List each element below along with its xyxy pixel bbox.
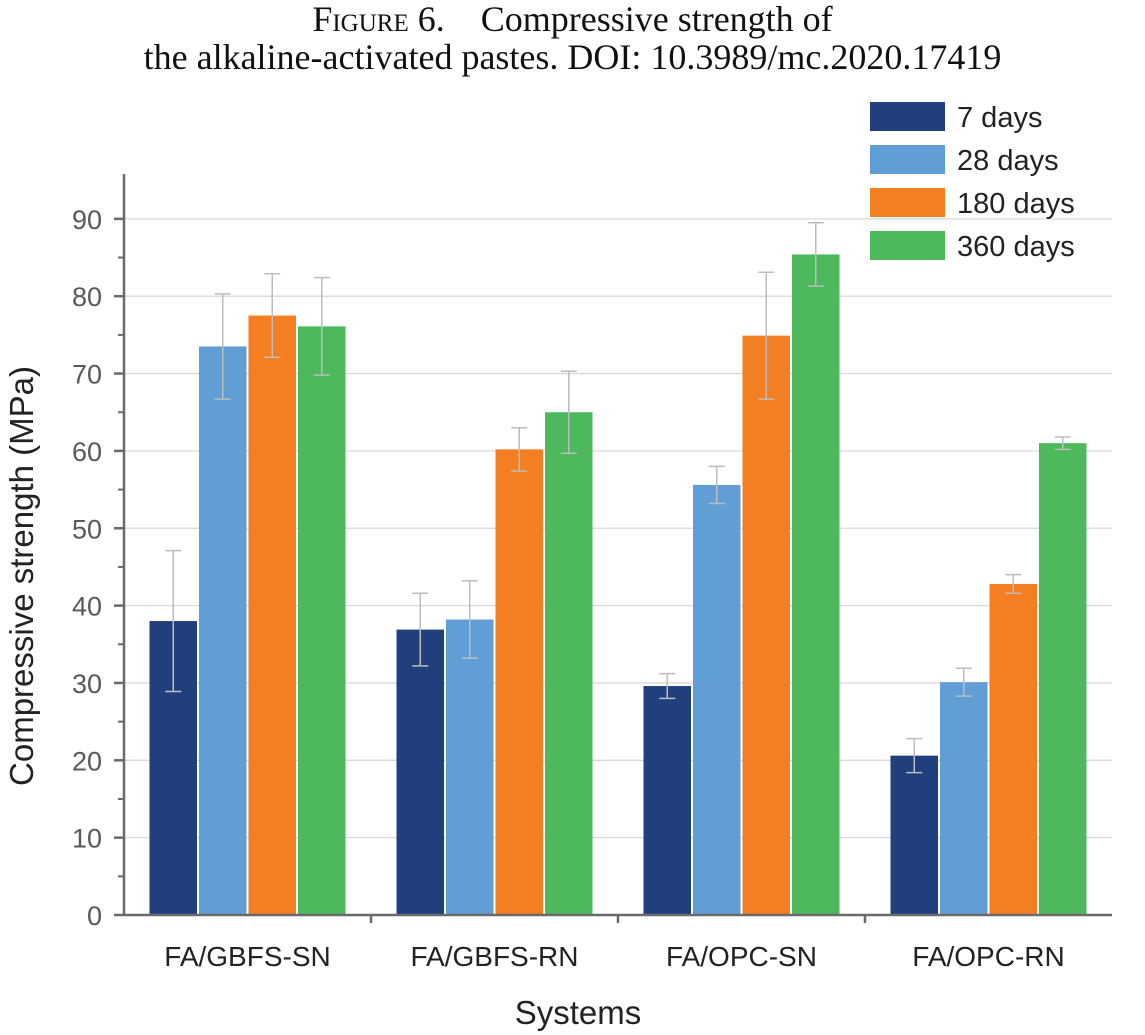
bar — [298, 326, 346, 916]
x-axis-title: Systems — [515, 994, 642, 1031]
legend: 7 days 28 days 180 days 360 days — [870, 102, 1075, 263]
x-tick-label: FA/GBFS-SN — [164, 941, 330, 972]
legend-swatch — [870, 102, 945, 131]
y-axis-title: Compressive strength (MPa) — [3, 366, 40, 786]
bar — [545, 412, 593, 915]
bars — [149, 221, 1087, 916]
y-tick-label: 40 — [72, 592, 102, 622]
bar — [792, 254, 840, 915]
bar — [742, 335, 790, 915]
y-tick-label: 90 — [72, 205, 102, 235]
legend-label: 28 days — [957, 145, 1059, 177]
bar — [495, 449, 543, 915]
bar — [1039, 443, 1087, 915]
y-tick-label: 50 — [72, 514, 102, 544]
x-tick-label: FA/OPC-SN — [666, 941, 817, 972]
legend-label: 180 days — [957, 188, 1075, 220]
caption-title-part-1: Compressive strength of — [480, 0, 833, 39]
x-tick-label: FA/OPC-RN — [912, 941, 1064, 972]
y-tick-label: 20 — [72, 746, 102, 776]
y-tick-label: 60 — [72, 437, 102, 467]
bar — [446, 619, 494, 915]
x-tick-label: FA/GBFS-RN — [410, 941, 578, 972]
legend-swatch — [870, 145, 945, 174]
y-tick-label: 70 — [72, 360, 102, 390]
y-tick-label: 10 — [72, 824, 102, 854]
bar — [989, 583, 1037, 915]
bar — [248, 315, 296, 916]
caption-line-1: Figure 6. Compressive strength of — [0, 0, 1145, 38]
legend-swatch — [870, 188, 945, 217]
axes: 0 10 20 30 40 50 60 70 80 90 FA/GBFS-SN FA/GBFS-RN F… — [72, 174, 1112, 972]
legend-label: 7 days — [957, 102, 1042, 134]
legend-label: 360 days — [957, 231, 1075, 263]
bar — [693, 484, 741, 915]
figure-caption: Figure 6. Compressive strength of the al… — [0, 0, 1145, 76]
y-tick-label: 0 — [87, 901, 102, 931]
legend-swatch — [870, 231, 945, 260]
bar — [940, 682, 988, 915]
y-tick-label: 80 — [72, 282, 102, 312]
bar — [199, 346, 247, 915]
y-tick-label: 30 — [72, 669, 102, 699]
bar — [643, 686, 691, 915]
bar — [890, 755, 938, 915]
caption-figure-label: Figure 6. — [312, 0, 445, 39]
bar — [396, 629, 444, 915]
caption-line-2: the alkaline-activated pastes. DOI: 10.3… — [143, 37, 1002, 77]
